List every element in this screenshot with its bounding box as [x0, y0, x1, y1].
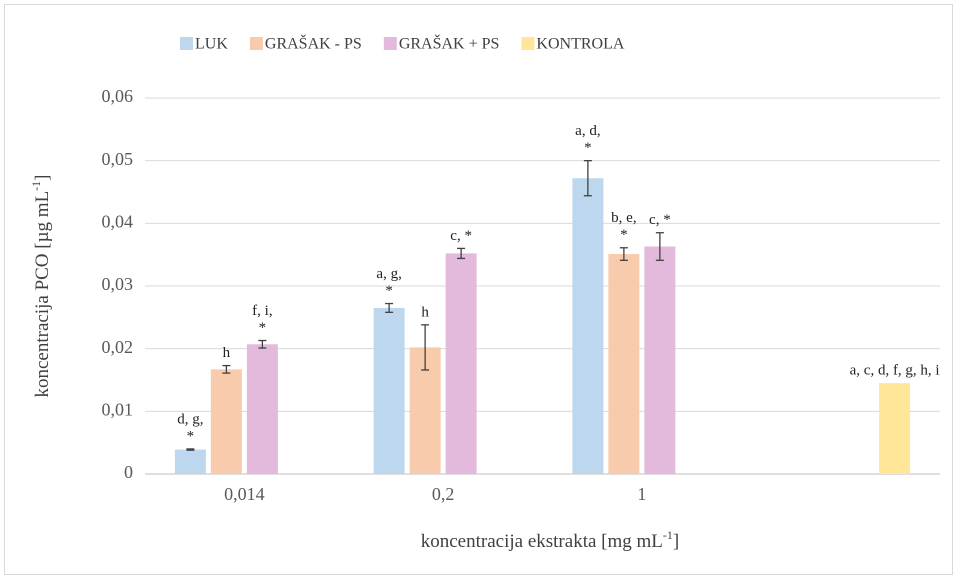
y-tick-label: 0,02	[102, 337, 134, 357]
x-tick-label: 0,014	[224, 484, 265, 504]
bar	[644, 246, 676, 474]
legend-label: LUK	[195, 36, 228, 53]
y-tick-label: 0,05	[102, 149, 134, 169]
y-tick-label: 0,04	[102, 211, 134, 231]
bar	[210, 369, 242, 474]
data-label: h	[223, 345, 231, 361]
error-bar	[258, 339, 267, 349]
data-label: c, *	[649, 212, 671, 228]
error-bar	[222, 364, 231, 374]
legend-label: GRAŠAK + PS	[399, 34, 500, 53]
bar	[445, 253, 477, 474]
data-label: *	[187, 428, 195, 444]
error-bar	[583, 160, 592, 197]
bar	[373, 307, 405, 474]
error-bar	[186, 448, 195, 451]
y-tick-label: 0,01	[102, 399, 134, 419]
y-tick-label: 0,03	[102, 274, 134, 294]
x-axis-label: koncentracija ekstrakta [mg mL-1]	[421, 528, 679, 553]
legend-swatch	[521, 37, 535, 50]
data-label: *	[620, 227, 628, 243]
data-label: *	[259, 320, 267, 336]
error-bar	[421, 324, 430, 371]
data-label: a, g,	[376, 266, 401, 282]
error-bar	[457, 247, 466, 260]
data-label: c, *	[450, 228, 472, 244]
error-bar	[655, 232, 664, 261]
data-label: a, d,	[575, 123, 600, 139]
error-bar	[619, 247, 628, 261]
data-label: *	[584, 140, 592, 156]
bar	[174, 449, 206, 474]
data-label: *	[385, 283, 393, 299]
y-tick-label: 0	[124, 462, 133, 482]
bar	[572, 178, 604, 475]
legend-label: GRAŠAK - PS	[265, 34, 362, 53]
y-tick-label: 0,06	[102, 86, 134, 106]
data-label: f, i,	[252, 303, 272, 319]
chart-frame	[4, 4, 953, 575]
x-tick-label: 0,2	[432, 484, 455, 504]
legend-swatch	[383, 37, 397, 50]
bar	[246, 344, 278, 474]
data-label: d, g,	[177, 411, 203, 427]
bar	[879, 383, 911, 474]
data-label: b, e,	[611, 210, 636, 226]
bar	[608, 254, 640, 474]
data-label: h	[421, 304, 429, 320]
x-tick-label: 1	[637, 484, 646, 504]
legend-label: KONTROLA	[536, 36, 624, 53]
data-label: a, c, d, f, g, h, i	[850, 363, 940, 379]
error-bar	[385, 302, 394, 313]
y-axis-label: koncentracija PCO [µg mL-1]	[29, 174, 54, 397]
legend-swatch	[249, 37, 263, 50]
legend-swatch	[180, 37, 193, 50]
